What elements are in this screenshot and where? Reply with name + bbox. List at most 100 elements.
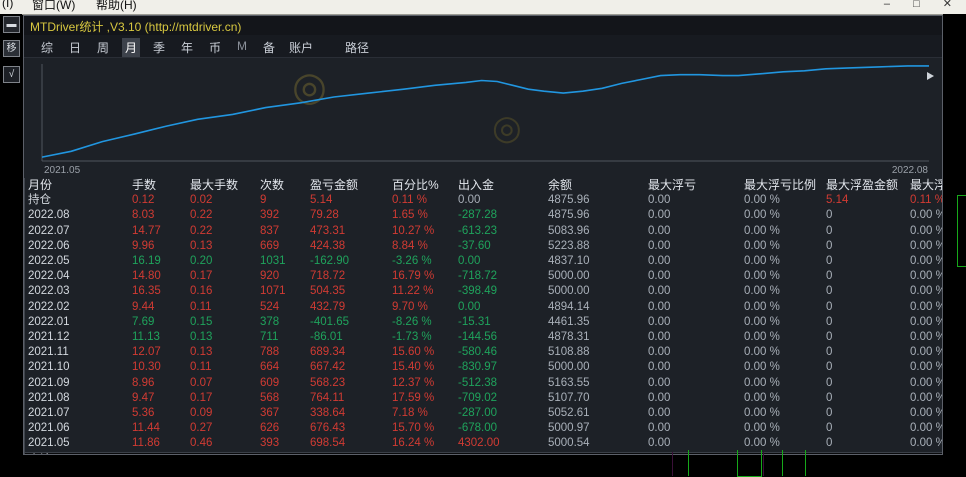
watermark-logo-icon-2: ◎ [492, 108, 522, 148]
background-purple-line-2 [763, 452, 764, 476]
tab-5[interactable]: 年 [181, 41, 194, 55]
menu-item-help[interactable]: 帮助(H) [96, 0, 137, 12]
minimize-restore-icon[interactable]: ▬ [3, 16, 20, 33]
window-control-buttons[interactable]: ‒ □ ✕ [883, 0, 962, 10]
statistics-table: 月份 手数 最大手数 次数 盈亏金额 百分比% 出入金 余额 最大浮亏 最大浮亏比例 最大浮盈金额最… [24, 178, 942, 454]
cell-maxfloatloss: 0.00 [648, 285, 671, 298]
table-row[interactable]: 2021.09 8.96 0.07 609 568.23 12.37 % -512.38 51… [24, 376, 942, 391]
check-icon[interactable]: √ [3, 66, 20, 83]
cell-maxfloatloss: 0.00 [648, 346, 671, 359]
table-row[interactable]: 2022.02 9.44 0.11 524 432.79 9.70 % 0.00 4894.1… [24, 300, 942, 315]
column-header-8[interactable]: 最大浮亏 [648, 178, 697, 192]
table-row[interactable]: 2021.12 11.13 0.13 711 -86.01 -1.73 % -144.56 4… [24, 330, 942, 345]
table-row[interactable]: 2022.04 14.80 0.17 920 718.72 16.79 % -718.72 5… [24, 269, 942, 284]
cell-month: 2022.03 [28, 285, 70, 298]
column-header-0[interactable]: 月份 [28, 178, 53, 192]
column-header-3[interactable]: 次数 [260, 178, 285, 192]
cell-pnl: 473.31 [310, 224, 346, 237]
page-title: MTDriver统计 ,V3.10 (http://mtdriver.cn) [30, 20, 242, 34]
tab-4[interactable]: 季 [153, 41, 166, 55]
tab-0[interactable]: 综 [41, 41, 54, 55]
table-row[interactable]: 2021.11 12.07 0.13 788 689.34 15.60 % -580.46 5… [24, 345, 942, 360]
cell-balance: 4461.35 [548, 315, 590, 328]
cell-maxfloatprofitpct: 0.00 % [910, 407, 942, 420]
cell-cashflow: -512.38 [458, 376, 498, 389]
cell-balance: 5223.88 [548, 239, 590, 252]
table-row[interactable]: 2021.06 11.44 0.27 626 676.43 15.70 % -678.00 5… [24, 421, 942, 436]
column-header-5[interactable]: 百分比% [392, 178, 439, 192]
table-row[interactable]: 2022.05 16.19 0.20 1031 -162.90 -3.26 % 0.00 48… [24, 254, 942, 269]
cell-cashflow: -678.00 [458, 422, 498, 435]
cell-pct: 15.70 % [392, 422, 435, 435]
column-header-1[interactable]: 手数 [132, 178, 157, 192]
column-header-2[interactable]: 最大手数 [190, 178, 239, 192]
cell-maxfloatloss: 0.00 [648, 255, 671, 268]
column-header-11[interactable]: 最大浮盈比例 [910, 178, 942, 192]
cell-month: 2021.08 [28, 391, 70, 404]
tab-9[interactable]: 账户 [289, 41, 314, 55]
cell-maxfloatprofit: 0 [826, 315, 833, 328]
cell-count: 788 [260, 346, 280, 359]
cell-maxfloatloss: 0.00 [648, 315, 671, 328]
column-header-7[interactable]: 余额 [548, 178, 573, 192]
column-header-4[interactable]: 盈亏金额 [310, 178, 359, 192]
cell-count: 524 [260, 300, 280, 313]
cell-pnl: -401.65 [310, 315, 350, 328]
menu-item-window[interactable]: 窗口(W) [32, 0, 76, 12]
column-header-10[interactable]: 最大浮盈金额 [826, 178, 899, 192]
column-header-9[interactable]: 最大浮亏比例 [744, 178, 817, 192]
cell-maxfloatprofitpct: 0.00 % [910, 300, 942, 313]
tab-8[interactable]: 备 [263, 41, 276, 55]
menu-item-0[interactable]: (I) [2, 0, 14, 10]
total-maxfloatprofit: 5.14 [822, 451, 906, 454]
move-icon[interactable]: 移 [3, 40, 20, 57]
table-row[interactable]: 2021.10 10.30 0.11 664 667.42 15.40 % -830.97 5… [24, 360, 942, 375]
cell-cashflow: -287.28 [458, 209, 498, 222]
total-maxfloatprofitpct: 0.11 % [906, 451, 942, 454]
table-row[interactable]: 2021.05 11.86 0.46 393 698.54 16.24 % 4302.00 5… [24, 436, 942, 452]
cell-maxfloatloss: 0.00 [648, 239, 671, 252]
table-row[interactable]: 2022.03 16.35 0.16 1071 504.35 11.22 % -398.49… [24, 284, 942, 299]
cell-maxfloatprofitpct: 0.00 % [910, 346, 942, 359]
cell-cashflow: -15.31 [458, 315, 491, 328]
cell-balance: 5000.00 [548, 361, 590, 374]
cell-maxfloatprofit: 0 [826, 391, 833, 404]
tab-6[interactable]: 币 [209, 41, 222, 55]
cell-pnl: 764.11 [310, 391, 345, 404]
table-row[interactable]: 2021.07 5.36 0.09 367 338.64 7.18 % -287.00 505… [24, 406, 942, 421]
cell-maxfloatprofitpct: 0.00 % [910, 239, 942, 252]
cell-lots: 16.19 [132, 255, 161, 268]
tab-7[interactable]: M [237, 39, 247, 53]
table-row[interactable]: 持仓 0.12 0.02 9 5.14 0.11 % 0.00 4875.96 0.00 0.00… [24, 193, 942, 208]
cell-count: 711 [260, 331, 279, 344]
table-row[interactable]: 2022.07 14.77 0.22 837 473.31 10.27 % -613.23 5… [24, 224, 942, 239]
table-row[interactable]: 2022.06 9.96 0.13 669 424.38 8.84 % -37.60 5223… [24, 239, 942, 254]
cell-month: 2022.06 [28, 239, 70, 252]
cell-maxlots: 0.17 [190, 391, 213, 404]
table-row[interactable]: 2021.08 9.47 0.17 568 764.11 17.59 % -709.02 51… [24, 391, 942, 406]
cell-maxfloatlosspct: 0.00 % [744, 239, 780, 252]
table-row[interactable]: 2022.08 8.03 0.22 392 79.28 1.65 % -287.28 4875… [24, 208, 942, 223]
column-header-6[interactable]: 出入金 [458, 178, 495, 192]
cell-lots: 11.44 [132, 422, 160, 435]
cell-maxfloatprofit: 0 [826, 255, 833, 268]
cell-maxfloatprofit: 0 [826, 239, 833, 252]
tab-3[interactable]: 月 [122, 38, 141, 57]
cell-maxfloatlosspct: 0.00 % [744, 346, 780, 359]
cell-maxlots: 0.13 [190, 239, 213, 252]
window-title-bar: MTDriver统计 ,V3.10 (http://mtdriver.cn) [24, 16, 942, 35]
tab-1[interactable]: 日 [69, 41, 82, 55]
background-green-box-2 [737, 450, 762, 477]
cell-maxlots: 0.20 [190, 255, 213, 268]
statistics-table-container[interactable]: 月份 手数 最大手数 次数 盈亏金额 百分比% 出入金 余额 最大浮亏 最大浮亏比例 最大浮盈金额最… [24, 178, 942, 454]
cell-cashflow: -287.00 [458, 407, 498, 420]
cell-month: 2021.07 [28, 407, 70, 420]
cell-cashflow: -830.97 [458, 361, 498, 374]
cell-pct: 17.59 % [392, 391, 435, 404]
cell-maxfloatprofitpct: 0.00 % [910, 209, 942, 222]
tab-2[interactable]: 周 [97, 41, 110, 55]
cell-month: 2021.09 [28, 376, 70, 389]
tab-10[interactable]: 路径 [345, 41, 370, 55]
table-row[interactable]: 2022.01 7.69 0.15 378 -401.65 -8.26 % -15.31 44… [24, 315, 942, 330]
cell-maxlots: 0.07 [190, 376, 213, 389]
